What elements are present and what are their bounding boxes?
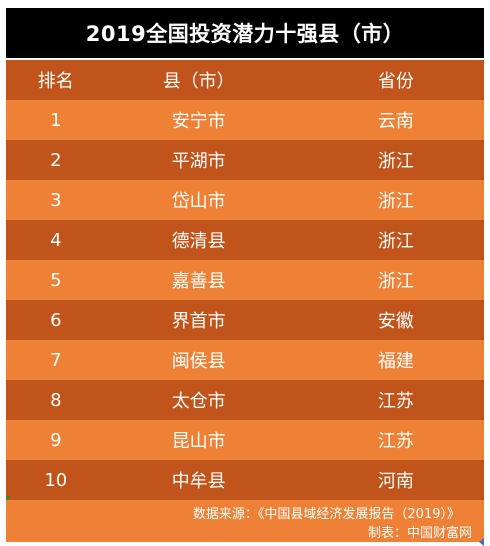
table-row: 4 德清县 浙江 bbox=[6, 220, 484, 260]
county-cell: 岱山市 bbox=[171, 191, 226, 212]
decorative-corner-mark bbox=[6, 496, 11, 501]
province-cell: 安徽 bbox=[377, 311, 414, 332]
county-cell: 平湖市 bbox=[171, 151, 226, 172]
decorative-edge-mark bbox=[479, 538, 484, 546]
province-cell: 河南 bbox=[377, 471, 414, 492]
rank-cell: 6 bbox=[50, 309, 62, 331]
county-cell: 嘉善县 bbox=[171, 271, 226, 292]
rank-cell: 1 bbox=[50, 109, 62, 131]
rank-cell: 3 bbox=[50, 189, 62, 211]
province-cell: 浙江 bbox=[377, 151, 414, 172]
table-row: 6 界首市 安徽 bbox=[6, 300, 484, 340]
header-province: 省份 bbox=[377, 71, 414, 92]
header-county: 县（市） bbox=[162, 71, 235, 92]
table-row: 8 太仓市 江苏 bbox=[6, 380, 484, 420]
province-cell: 浙江 bbox=[377, 231, 414, 252]
table-row: 3 岱山市 浙江 bbox=[6, 180, 484, 220]
province-cell: 福建 bbox=[377, 351, 414, 372]
table-footer: 数据来源：《中国县域经济发展报告（2019）》 制表：中国财富网 bbox=[6, 500, 484, 542]
table-row: 7 闽侯县 福建 bbox=[6, 340, 484, 380]
table-row: 10 中牟县 河南 bbox=[6, 460, 484, 500]
table-header-row: 排名 县（市） 省份 bbox=[6, 60, 484, 100]
province-cell: 浙江 bbox=[377, 191, 414, 212]
county-cell: 德清县 bbox=[171, 231, 226, 252]
province-cell: 江苏 bbox=[377, 391, 414, 412]
rank-cell: 9 bbox=[50, 429, 62, 451]
table-row: 1 安宁市 云南 bbox=[6, 100, 484, 140]
table-row: 5 嘉善县 浙江 bbox=[6, 260, 484, 300]
table-row: 2 平湖市 浙江 bbox=[6, 140, 484, 180]
table-title: 2019全国投资潜力十强县（市） bbox=[6, 8, 484, 58]
province-cell: 云南 bbox=[377, 111, 414, 132]
county-cell: 安宁市 bbox=[171, 111, 226, 132]
county-cell: 闽侯县 bbox=[171, 351, 226, 372]
rank-cell: 4 bbox=[50, 229, 62, 251]
rank-cell: 8 bbox=[50, 389, 62, 411]
province-cell: 江苏 bbox=[377, 431, 414, 452]
ranking-table: 排名 县（市） 省份 1 安宁市 云南 2 平湖市 浙江 3 岱山市 浙江 4 … bbox=[6, 60, 484, 500]
header-rank: 排名 bbox=[37, 71, 74, 92]
rank-cell: 5 bbox=[50, 269, 62, 291]
county-cell: 界首市 bbox=[171, 311, 226, 332]
table-maker-note: 制表：中国财富网 bbox=[367, 526, 472, 541]
rank-cell: 2 bbox=[50, 149, 62, 171]
rank-cell: 7 bbox=[50, 349, 62, 371]
ranking-table-graphic: 2019全国投资潜力十强县（市） 排名 县（市） 省份 1 安宁市 云南 2 平… bbox=[6, 8, 484, 546]
county-cell: 中牟县 bbox=[171, 471, 226, 492]
table-row: 9 昆山市 江苏 bbox=[6, 420, 484, 460]
county-cell: 太仓市 bbox=[171, 391, 226, 412]
data-source-note: 数据来源：《中国县域经济发展报告（2019）》 bbox=[192, 507, 460, 522]
rank-cell: 10 bbox=[44, 469, 68, 491]
province-cell: 浙江 bbox=[377, 271, 414, 292]
county-cell: 昆山市 bbox=[171, 431, 226, 452]
